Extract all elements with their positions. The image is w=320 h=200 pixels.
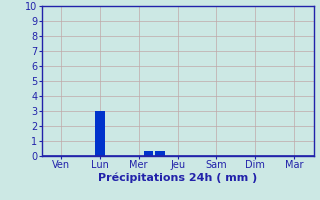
Bar bbox=[144, 151, 153, 156]
X-axis label: Précipitations 24h ( mm ): Précipitations 24h ( mm ) bbox=[98, 173, 257, 183]
Bar bbox=[155, 151, 165, 156]
Bar bbox=[95, 111, 105, 156]
